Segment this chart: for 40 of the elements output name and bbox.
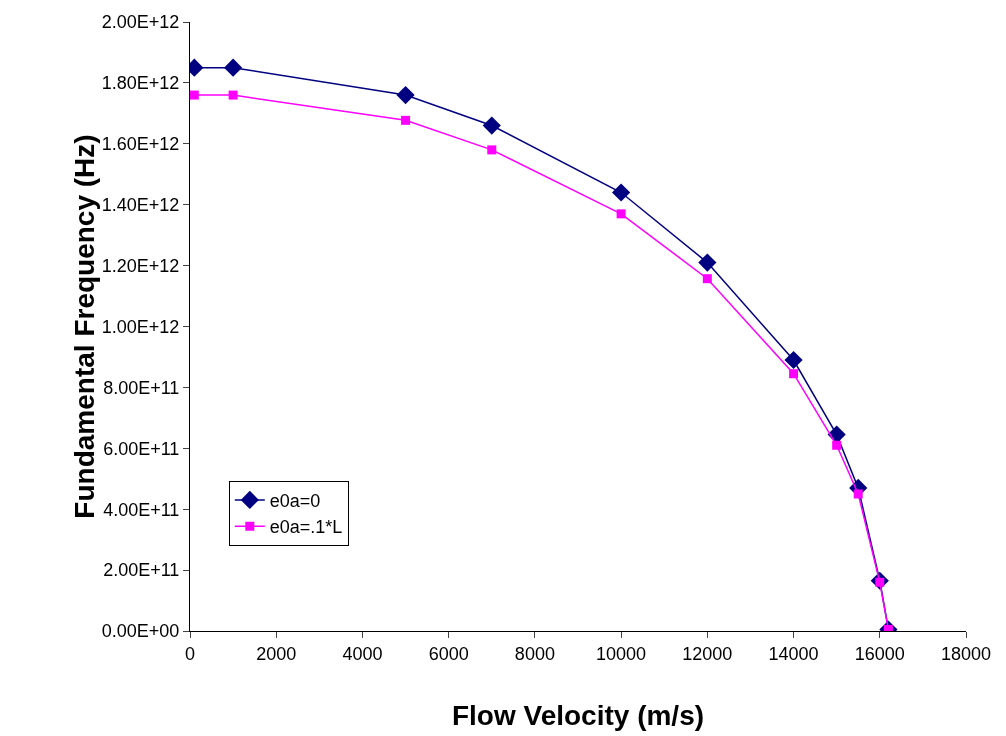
point bbox=[190, 90, 199, 100]
legend-label: e0a=.1*L bbox=[269, 517, 343, 538]
x-tick-label: 12000 bbox=[682, 643, 733, 664]
point bbox=[832, 440, 842, 450]
y-tick-label: 1.40E+12 bbox=[101, 195, 180, 215]
x-tick-label: 2000 bbox=[256, 643, 297, 664]
y-axis-title: Fundamental Frequency (Hz) bbox=[68, 134, 100, 519]
x-axis-title: Flow Velocity (m/s) bbox=[451, 700, 705, 731]
point bbox=[228, 90, 238, 100]
y-tick-label: 2.00E+11 bbox=[103, 560, 180, 581]
y-tick-label: 6.00E+11 bbox=[103, 438, 180, 459]
x-tick-label: 14000 bbox=[768, 643, 819, 664]
legend-label: e0a=0 bbox=[269, 490, 321, 511]
x-tick-label: 6000 bbox=[428, 643, 469, 664]
point bbox=[698, 253, 717, 272]
point bbox=[224, 58, 243, 77]
point bbox=[702, 274, 712, 284]
y-tick-label: 1.20E+12 bbox=[101, 255, 180, 276]
point bbox=[789, 369, 799, 379]
x-tick-label: 16000 bbox=[854, 643, 905, 664]
x-tick-label: 4000 bbox=[342, 643, 383, 664]
y-tick-label: 1.80E+12 bbox=[101, 73, 180, 94]
y-tick-label: 1.60E+12 bbox=[101, 134, 180, 155]
y-tick-label: 1.00E+12 bbox=[101, 316, 180, 337]
point bbox=[396, 85, 415, 105]
y-tick-label: 0.00E+00 bbox=[101, 621, 180, 642]
point bbox=[616, 209, 626, 219]
x-tick-label: 18000 bbox=[940, 643, 992, 664]
y-tick-label: 4.00E+11 bbox=[103, 499, 180, 520]
point bbox=[784, 350, 803, 370]
point bbox=[401, 115, 411, 125]
x-tick-label: 10000 bbox=[596, 643, 647, 664]
y-tick-label: 2.00E+12 bbox=[101, 12, 180, 33]
x-tick-label: 8000 bbox=[514, 643, 555, 664]
point bbox=[482, 116, 501, 135]
x-tick-label: 0 bbox=[184, 643, 196, 664]
point bbox=[487, 145, 497, 155]
point bbox=[853, 489, 863, 499]
y-tick-label: 8.00E+11 bbox=[103, 377, 180, 398]
point bbox=[612, 183, 631, 202]
